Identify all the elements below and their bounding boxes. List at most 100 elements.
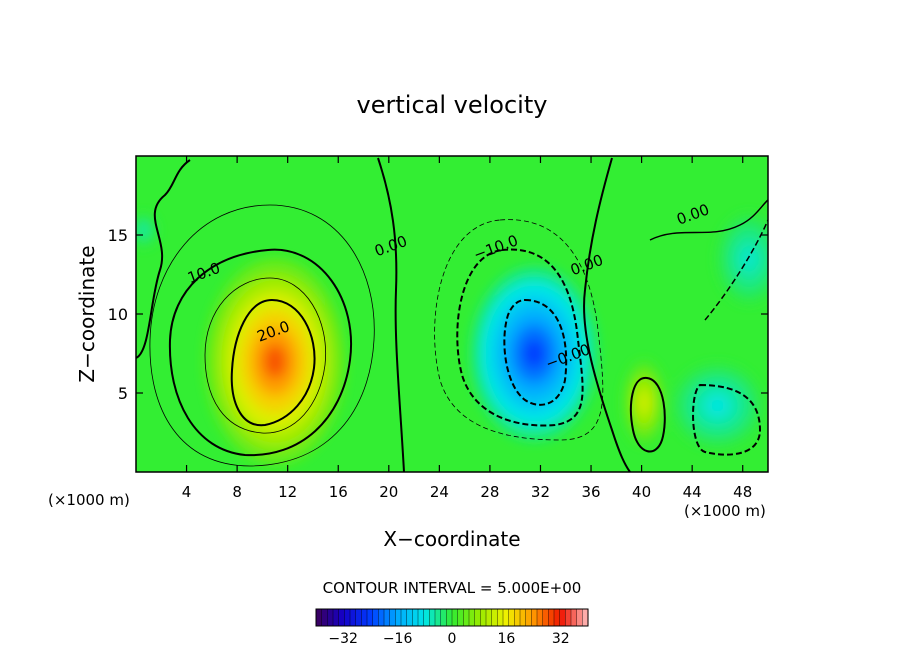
contour-positive-10 <box>168 248 353 457</box>
x-tick-label: 24 <box>430 483 449 501</box>
field-cell <box>710 398 725 413</box>
contour-negative-right <box>692 383 762 456</box>
colorbar-segment <box>401 609 408 626</box>
plot-area: 10.020.00.00 −10.00.00−0.000.00 <box>136 156 768 472</box>
contour-negative-10 <box>456 248 584 427</box>
colorbar-segment <box>486 609 493 626</box>
x-tick-label: 20 <box>379 483 398 501</box>
field-cell <box>141 227 146 233</box>
contour-zero-right <box>583 157 631 472</box>
x-unit-label-right: (×1000 m) <box>684 502 766 520</box>
colorbar-segment <box>316 609 323 626</box>
colorbar-segment <box>463 609 470 626</box>
x-tick-label: 4 <box>182 483 192 501</box>
contour-zero-center <box>377 157 405 472</box>
colorbar-segment <box>327 609 334 626</box>
field-cell <box>743 251 755 267</box>
colorbar-segment <box>520 609 527 626</box>
colorbar-segment <box>480 609 487 626</box>
colorbar-segment <box>333 609 340 626</box>
colorbar-segment <box>418 609 425 626</box>
colorbar-segment <box>525 609 532 626</box>
x-tick-label: 32 <box>531 483 550 501</box>
colorbar-segment <box>491 609 498 626</box>
field-cell <box>523 339 545 368</box>
colorbar-segment <box>554 609 561 626</box>
colorbar-segment <box>423 609 430 626</box>
y-axis-ticks: 5 10 15 <box>108 226 768 403</box>
colorbar-segment <box>503 609 510 626</box>
contour-positive-5 <box>149 204 375 467</box>
contour-zero-left <box>136 159 191 359</box>
colorbar-segment <box>548 609 555 626</box>
colorbar-segment <box>384 609 391 626</box>
x-tick-label: 36 <box>581 483 600 501</box>
y-tick-label: 15 <box>108 226 128 245</box>
colorbar-segment <box>440 609 447 626</box>
colorbar-segment <box>469 609 476 626</box>
contour-negative-right-upper <box>704 219 768 321</box>
x-unit-label-left: (×1000 m) <box>48 491 130 509</box>
colorbar-segment <box>378 609 385 626</box>
colorbar-segment <box>350 609 357 626</box>
colorbar-segment <box>559 609 566 626</box>
colorbar-segment <box>542 609 549 626</box>
colorbar-segment <box>389 609 396 626</box>
colorbar-segment <box>571 609 578 626</box>
colorbar-tick-label: 32 <box>552 631 570 647</box>
x-tick-label: 8 <box>232 483 242 501</box>
colorbar-segment <box>367 609 374 626</box>
y-tick-label: 10 <box>108 305 128 324</box>
colorbar-segment <box>338 609 345 626</box>
colorbar-tick-label: 0 <box>448 631 457 647</box>
contour-positive-15 <box>204 277 327 434</box>
colorbar-segment <box>321 609 328 626</box>
colorbar-tick-label: 16 <box>497 631 515 647</box>
colorbar-tick-labels: −32 −16 0 16 32 <box>328 631 569 647</box>
x-tick-label: 44 <box>683 483 702 501</box>
colorbar-segment <box>582 609 589 626</box>
x-tick-label: 40 <box>632 483 651 501</box>
x-axis-ticks: 4 8 12 16 20 24 28 32 36 40 44 48 <box>182 156 752 501</box>
contour-negative-5 <box>434 219 604 441</box>
contour-positive-20 <box>230 298 316 427</box>
colorbar-segment <box>514 609 521 626</box>
colorbar-segment <box>361 609 368 626</box>
colorbar-segment <box>474 609 481 626</box>
contour-negative-20 <box>503 298 568 406</box>
colorbar-segment <box>355 609 362 626</box>
colorbar-segment <box>372 609 379 626</box>
field-cell <box>263 344 287 379</box>
x-tick-label: 16 <box>329 483 348 501</box>
colorbar-segment <box>565 609 572 626</box>
colorbar-segment <box>576 609 583 626</box>
contour-lines <box>136 157 768 472</box>
colorbar-segment <box>457 609 464 626</box>
colorbar-segment <box>344 609 351 626</box>
colorbar-segment <box>446 609 453 626</box>
y-tick-label: 5 <box>118 384 128 403</box>
y-axis-label: Z−coordinate <box>75 245 99 382</box>
contour-positive-small <box>630 376 666 453</box>
x-axis-label: X−coordinate <box>383 527 520 551</box>
colorbar-segment <box>435 609 442 626</box>
chart-title: vertical velocity <box>357 91 548 119</box>
contour-interval-text: CONTOUR INTERVAL = 5.000E+00 <box>323 579 582 597</box>
x-tick-label: 48 <box>733 483 752 501</box>
contour-zero-far-right <box>649 199 768 241</box>
x-tick-label: 12 <box>278 483 297 501</box>
colorbar <box>315 608 589 627</box>
colorbar-segment <box>531 609 538 626</box>
colorbar-segment <box>508 609 515 626</box>
colorbar-segment <box>452 609 459 626</box>
colorbar-segment <box>537 609 544 626</box>
colorbar-segment <box>412 609 419 626</box>
colorbar-tick-label: −32 <box>328 631 358 647</box>
colorbar-frame <box>315 608 589 627</box>
colorbar-tick-label: −16 <box>383 631 413 647</box>
colorbar-segment <box>406 609 413 626</box>
x-tick-label: 28 <box>480 483 499 501</box>
colorbar-segment <box>497 609 504 626</box>
field-cell <box>640 395 648 410</box>
